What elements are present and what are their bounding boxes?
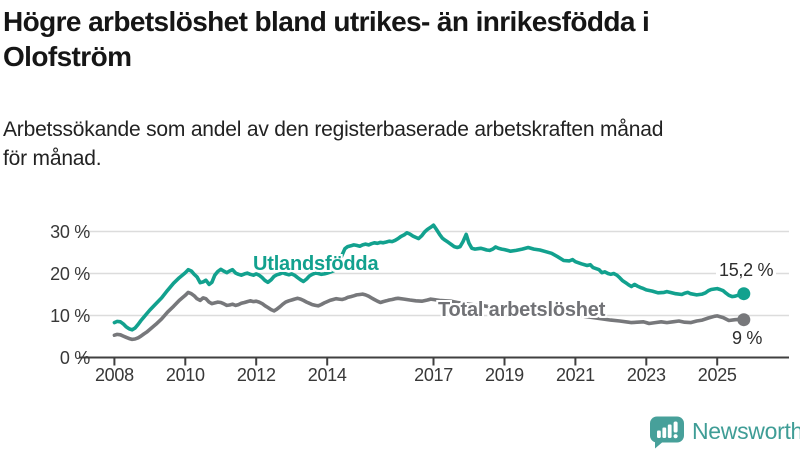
y-tick-label: 10 % — [50, 305, 90, 326]
page-title: Högre arbetslöshet bland utrikes- än inr… — [3, 4, 797, 74]
x-tick-label: 2019 — [485, 365, 524, 385]
series-label-utlandsfodda: Utlandsfödda — [253, 253, 379, 275]
x-tick-label: 2023 — [626, 365, 666, 385]
x-tick-label: 2017 — [414, 365, 453, 385]
y-tick-label: 30 % — [50, 221, 90, 242]
x-tick-label: 2014 — [307, 365, 347, 385]
y-tick-label: 0 % — [59, 347, 90, 368]
x-tick-label: 2021 — [555, 365, 595, 385]
series-line-total-arbetsl-shet — [112, 290, 746, 342]
x-tick-label: 2012 — [236, 365, 276, 385]
x-tick-label: 2010 — [165, 365, 205, 385]
bar-chart-speech-bubble-icon — [650, 416, 684, 449]
title-line-1: Högre arbetslöshet bland utrikes- än inr… — [3, 6, 650, 37]
subtitle-line-2: för månad. — [3, 147, 102, 170]
chart-subtitle: Arbetssökande som andel av den registerb… — [3, 115, 797, 173]
series-label-total-arbetsloshet: Total arbetslöshet — [438, 299, 606, 321]
x-tick-label: 2025 — [697, 365, 737, 385]
newsworthy-wordmark: Newsworthy — [692, 418, 800, 444]
value-label-total-arbetsloshet: 9 % — [728, 328, 766, 349]
series-line-utlandsf-dda — [112, 223, 746, 332]
x-tick-label: 2008 — [94, 365, 134, 385]
end-dot-total-arbetsl-shet — [737, 313, 751, 327]
newsworthy-logo: Newsworthy — [646, 415, 800, 449]
subtitle-line-1: Arbetssökande som andel av den registerb… — [3, 118, 664, 141]
end-dot-utlandsf-dda — [737, 287, 751, 301]
value-label-utlandsfodda: 15,2 % — [716, 260, 776, 281]
y-tick-label: 20 % — [50, 263, 90, 284]
title-line-2: Olofström — [3, 41, 132, 72]
